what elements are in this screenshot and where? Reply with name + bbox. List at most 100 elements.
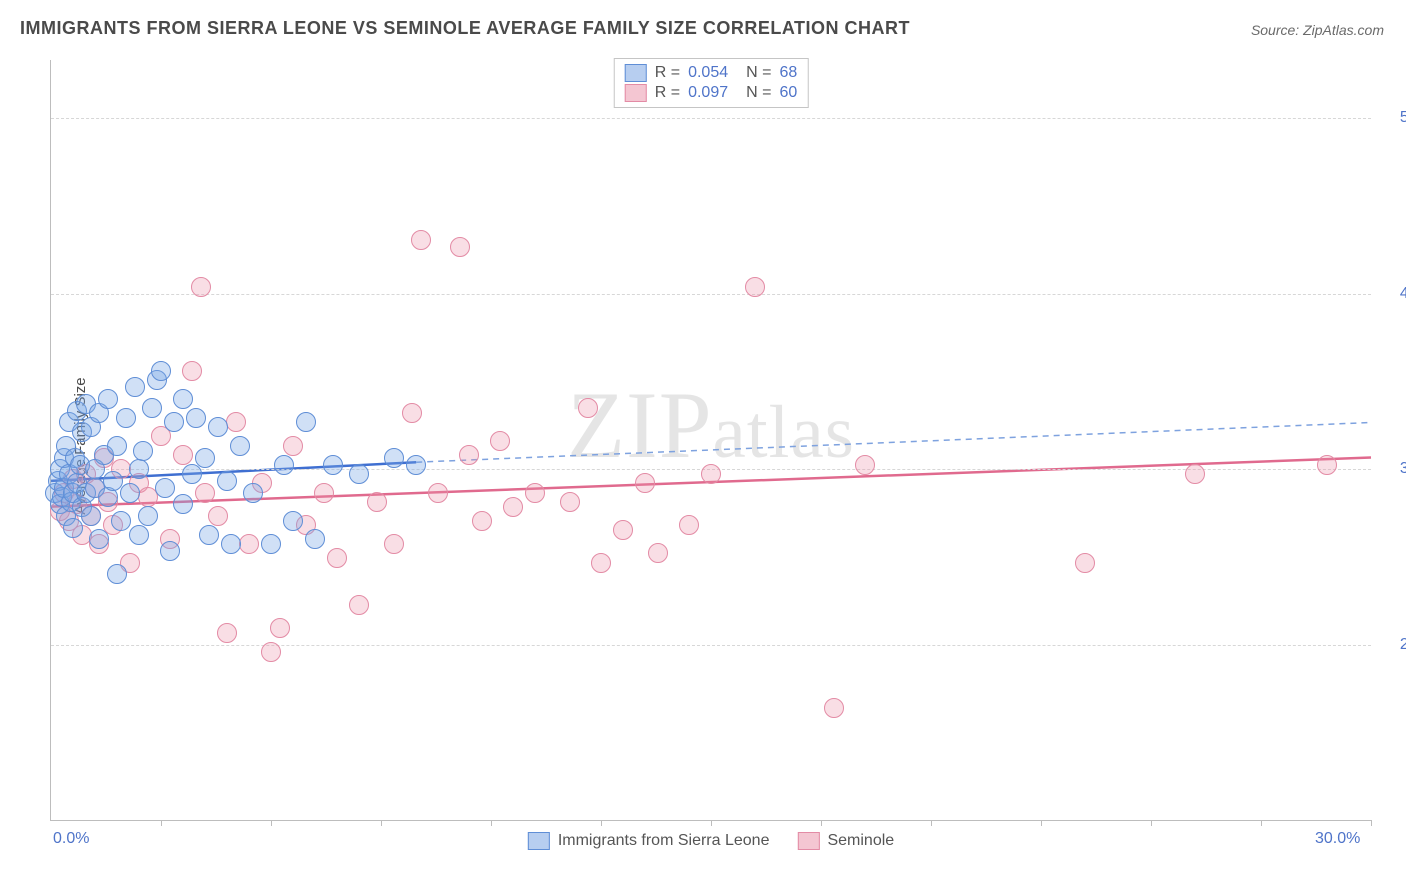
x-tick-mark <box>491 820 492 826</box>
scatter-point <box>402 403 422 423</box>
scatter-point <box>525 483 545 503</box>
scatter-point <box>635 473 655 493</box>
scatter-point <box>591 553 611 573</box>
trend-lines-layer <box>51 60 1371 820</box>
scatter-point <box>578 398 598 418</box>
scatter-point <box>89 529 109 549</box>
y-tick-label: 5.00 <box>1381 109 1406 127</box>
scatter-point <box>129 459 149 479</box>
trend-line <box>416 422 1371 462</box>
scatter-point <box>679 515 699 535</box>
scatter-point <box>173 494 193 514</box>
scatter-point <box>107 564 127 584</box>
scatter-point <box>221 534 241 554</box>
scatter-point <box>384 448 404 468</box>
scatter-point <box>230 436 250 456</box>
gridline <box>51 118 1371 119</box>
scatter-point <box>428 483 448 503</box>
scatter-point <box>472 511 492 531</box>
x-tick-mark <box>1371 820 1372 826</box>
y-tick-label: 3.50 <box>1381 460 1406 478</box>
scatter-point <box>120 483 140 503</box>
x-tick-label: 0.0% <box>53 830 89 848</box>
legend-swatch-b <box>625 84 647 102</box>
x-tick-mark <box>821 820 822 826</box>
scatter-point <box>125 377 145 397</box>
scatter-point <box>560 492 580 512</box>
x-tick-mark <box>1041 820 1042 826</box>
x-tick-mark <box>931 820 932 826</box>
scatter-point <box>173 445 193 465</box>
x-tick-mark <box>161 820 162 826</box>
scatter-point <box>1317 455 1337 475</box>
scatter-point <box>274 455 294 475</box>
scatter-point <box>98 389 118 409</box>
scatter-point <box>173 389 193 409</box>
x-tick-mark <box>1151 820 1152 826</box>
legend-stats-row: R = 0.097 N = 60 <box>625 83 798 103</box>
gridline <box>51 294 1371 295</box>
scatter-point <box>116 408 136 428</box>
scatter-point <box>160 541 180 561</box>
scatter-point <box>283 436 303 456</box>
legend-series-box: Immigrants from Sierra Leone Seminole <box>528 832 894 850</box>
scatter-point <box>824 698 844 718</box>
y-tick-label: 4.25 <box>1381 285 1406 303</box>
scatter-point <box>151 361 171 381</box>
scatter-point <box>349 595 369 615</box>
scatter-point <box>129 525 149 545</box>
scatter-point <box>1075 553 1095 573</box>
scatter-point <box>1185 464 1205 484</box>
scatter-point <box>305 529 325 549</box>
scatter-point <box>217 623 237 643</box>
scatter-point <box>81 506 101 526</box>
scatter-point <box>195 483 215 503</box>
scatter-point <box>142 398 162 418</box>
scatter-point <box>406 455 426 475</box>
scatter-point <box>450 237 470 257</box>
legend-stats-box: R = 0.054 N = 68 R = 0.097 N = 60 <box>614 58 809 108</box>
x-tick-label: 30.0% <box>1315 830 1360 848</box>
legend-stats-row: R = 0.054 N = 68 <box>625 63 798 83</box>
scatter-point <box>855 455 875 475</box>
scatter-point <box>283 511 303 531</box>
scatter-point <box>490 431 510 451</box>
scatter-point <box>261 642 281 662</box>
scatter-point <box>186 408 206 428</box>
x-tick-mark <box>601 820 602 826</box>
y-tick-label: 2.75 <box>1381 636 1406 654</box>
scatter-point <box>164 412 184 432</box>
scatter-point <box>613 520 633 540</box>
scatter-point <box>349 464 369 484</box>
n-label: N = <box>746 64 771 82</box>
x-tick-mark <box>381 820 382 826</box>
scatter-point <box>63 518 83 538</box>
scatter-point <box>133 441 153 461</box>
scatter-point <box>411 230 431 250</box>
scatter-point <box>327 548 347 568</box>
scatter-point <box>195 448 215 468</box>
scatter-point <box>367 492 387 512</box>
n-label: N = <box>746 84 771 102</box>
r-value: 0.054 <box>688 64 728 82</box>
scatter-point <box>208 417 228 437</box>
scatter-point <box>182 464 202 484</box>
n-value: 60 <box>779 84 797 102</box>
scatter-point <box>384 534 404 554</box>
legend-swatch-b <box>797 832 819 850</box>
scatter-point <box>239 534 259 554</box>
scatter-point <box>138 506 158 526</box>
scatter-point <box>459 445 479 465</box>
scatter-point <box>111 511 131 531</box>
scatter-point <box>745 277 765 297</box>
legend-series-label: Immigrants from Sierra Leone <box>558 832 770 850</box>
scatter-point <box>648 543 668 563</box>
scatter-point <box>503 497 523 517</box>
legend-series-label: Seminole <box>827 832 894 850</box>
n-value: 68 <box>779 64 797 82</box>
scatter-point <box>701 464 721 484</box>
scatter-chart: ZIPatlas R = 0.054 N = 68 R = 0.097 N = … <box>50 60 1371 821</box>
scatter-point <box>217 471 237 491</box>
scatter-point <box>182 361 202 381</box>
chart-title: IMMIGRANTS FROM SIERRA LEONE VS SEMINOLE… <box>20 18 910 39</box>
